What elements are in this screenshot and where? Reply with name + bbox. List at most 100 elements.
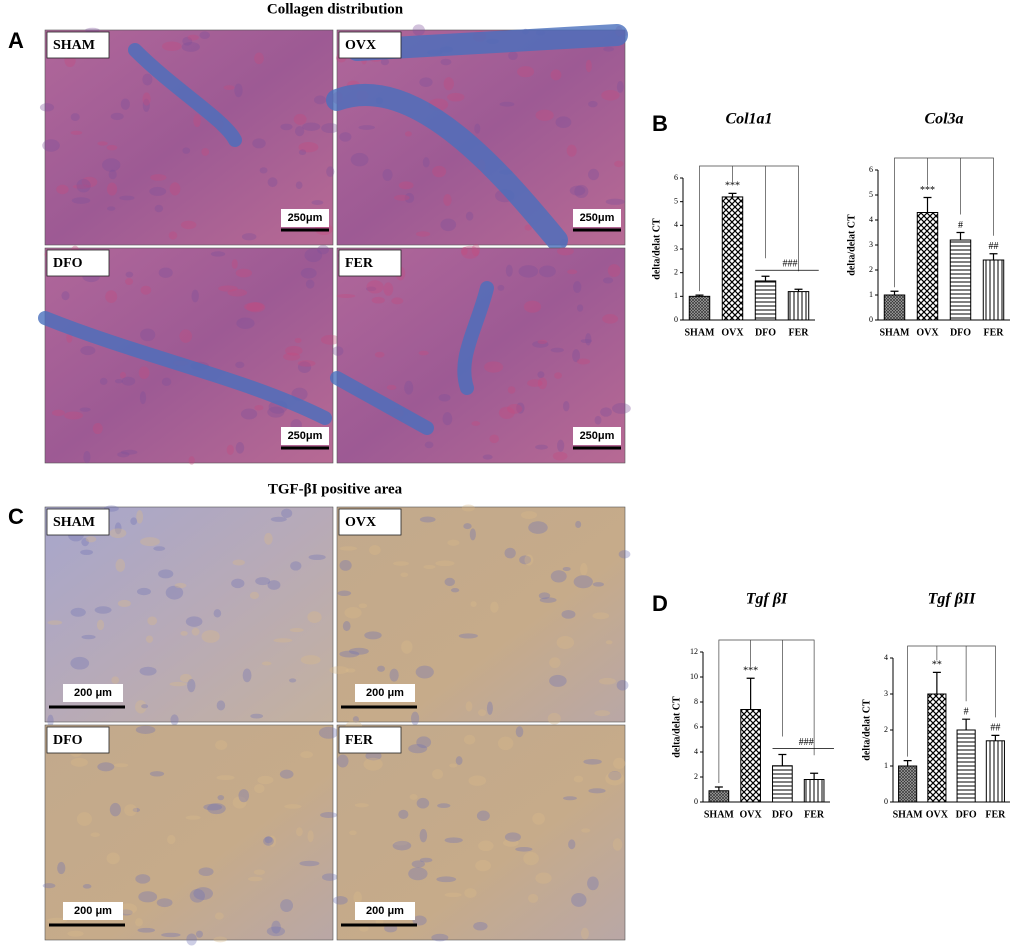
- tissue-texture: [320, 334, 341, 345]
- chart-title: Tgf βI: [746, 591, 788, 608]
- tissue-texture: [298, 142, 319, 153]
- tissue-texture: [461, 504, 475, 512]
- tissue-texture: [193, 114, 201, 128]
- tissue-texture: [92, 423, 103, 435]
- tissue-texture: [240, 408, 258, 420]
- error-bar: [991, 734, 1000, 741]
- tissue-texture: [66, 333, 73, 343]
- tissue-texture: [81, 634, 96, 640]
- tissue-texture: [188, 456, 195, 465]
- y-axis-label: delta/delat CT: [846, 214, 857, 276]
- tissue-texture: [603, 46, 615, 52]
- tissue-texture: [72, 184, 91, 189]
- x-tick-label: DFO: [755, 327, 776, 338]
- scale-label: 200 μm: [74, 905, 112, 917]
- tissue-texture: [458, 633, 478, 639]
- tissue-texture: [489, 434, 499, 444]
- significance-label: **: [932, 660, 942, 671]
- tissue-texture: [572, 349, 581, 363]
- tissue-texture: [539, 597, 557, 603]
- tissue-texture: [317, 244, 330, 255]
- tissue-texture: [528, 893, 539, 903]
- tissue-texture: [418, 350, 429, 356]
- tissue-texture: [47, 917, 67, 924]
- scale-box: [355, 902, 415, 920]
- tissue-texture: [70, 130, 83, 135]
- tissue-texture: [329, 666, 349, 675]
- tissue-texture: [538, 592, 551, 600]
- tissue-texture: [82, 884, 92, 889]
- tissue-texture: [210, 251, 226, 257]
- tissue-texture: [81, 176, 98, 188]
- tissue-texture: [97, 141, 108, 146]
- tissue-texture: [504, 832, 521, 842]
- tissue-texture: [223, 85, 235, 90]
- tissue-texture: [158, 569, 174, 579]
- tissue-texture: [383, 282, 394, 296]
- tissue-texture: [70, 607, 86, 617]
- tissue-texture: [300, 267, 317, 279]
- tissue-texture: [218, 285, 238, 292]
- tissue-texture: [85, 536, 97, 543]
- tissue-texture: [67, 930, 84, 937]
- tissue-texture: [364, 631, 382, 640]
- tissue-texture: [366, 280, 384, 294]
- tissue-texture: [515, 846, 533, 852]
- tissue-texture: [130, 517, 138, 526]
- panel-title: Collagen distribution: [267, 1, 404, 17]
- tissue-texture: [254, 404, 264, 411]
- tissue-texture: [444, 837, 463, 844]
- tissue-texture: [354, 803, 369, 808]
- tissue-texture: [298, 149, 307, 156]
- tissue-texture: [253, 869, 266, 875]
- label-box: [338, 31, 402, 59]
- tissue-texture: [476, 810, 490, 822]
- tissue-texture: [550, 347, 564, 353]
- image-label: DFO: [53, 733, 83, 748]
- tissue-texture: [111, 676, 120, 684]
- tissue-texture: [213, 609, 222, 618]
- tissue-texture: [191, 289, 199, 303]
- tissue-texture: [114, 379, 123, 384]
- tissue-texture: [437, 803, 451, 809]
- scale-box: [573, 427, 621, 445]
- tissue-texture: [185, 815, 201, 820]
- tissue-texture: [573, 775, 584, 783]
- tissue-texture: [81, 538, 89, 547]
- tissue-texture: [523, 300, 542, 313]
- tissue-texture: [235, 268, 253, 278]
- tissue-texture: [393, 194, 410, 201]
- significance-label: ##: [989, 241, 999, 252]
- comparison-bracket: [907, 645, 996, 757]
- tissue-texture: [442, 412, 453, 426]
- tissue-texture: [314, 95, 327, 105]
- tissue-texture: [288, 678, 297, 683]
- tissue-texture: [386, 384, 397, 391]
- tissue-texture: [273, 638, 293, 643]
- tissue-texture: [255, 577, 271, 586]
- tissue-texture: [182, 147, 191, 154]
- tissue-texture: [612, 402, 631, 414]
- bar: [927, 693, 947, 803]
- tissue-texture: [326, 166, 335, 178]
- tissue-texture: [120, 98, 130, 110]
- scale-label: 250μm: [580, 212, 615, 224]
- bar: [787, 291, 810, 321]
- y-tick-label: 6: [869, 165, 873, 174]
- tissue-texture: [461, 245, 480, 259]
- tissue-texture: [594, 415, 602, 425]
- tissue-texture: [415, 231, 431, 237]
- tissue-texture: [145, 635, 154, 643]
- tissue-texture: [70, 656, 90, 670]
- tissue-texture: [337, 754, 349, 768]
- tissue-texture: [294, 337, 302, 343]
- tissue-texture: [550, 69, 562, 81]
- error-bar: [778, 753, 787, 766]
- tissue-texture: [552, 451, 568, 461]
- tissue-texture: [556, 635, 575, 649]
- tissue-texture: [333, 896, 348, 905]
- tissue-texture: [538, 265, 556, 278]
- tissue-texture: [419, 77, 433, 88]
- tissue-texture: [243, 302, 264, 312]
